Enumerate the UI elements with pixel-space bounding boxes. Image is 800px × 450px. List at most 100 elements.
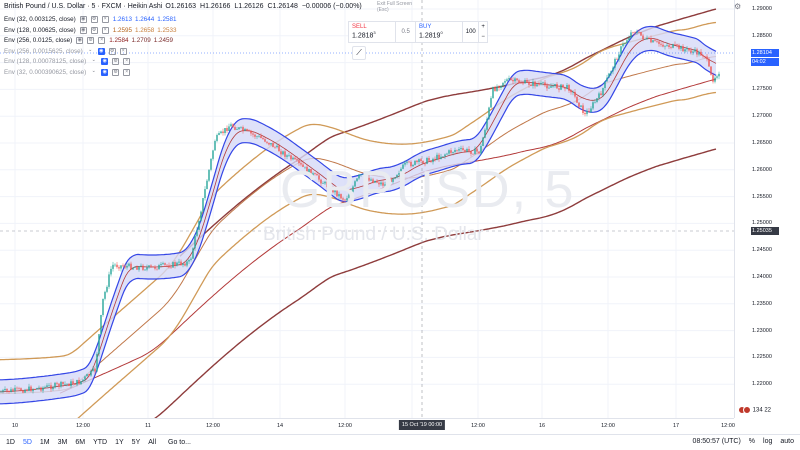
candle-body (352, 186, 354, 192)
candle-body (540, 82, 542, 85)
eye-icon[interactable]: ◉ (97, 47, 105, 55)
candle-body (258, 135, 260, 137)
candle-body (620, 46, 622, 55)
range-button[interactable]: 5D (22, 439, 32, 446)
x-icon[interactable]: × (101, 26, 109, 34)
candle-body (248, 130, 250, 131)
candle-body (446, 153, 448, 155)
time-tick-label: 12:00 (721, 423, 735, 429)
candle-body (254, 134, 256, 137)
candle-body (454, 150, 456, 152)
clock[interactable]: 08:50:57 (UTC) (692, 438, 741, 445)
range-button[interactable]: 5Y (131, 439, 141, 446)
candle-body (662, 44, 664, 47)
x-icon[interactable]: × (119, 47, 127, 55)
sell-label: SELL (352, 24, 367, 30)
indicator-label: Env (32, 0.003125, close) (4, 16, 76, 23)
x-icon[interactable]: × (98, 37, 106, 44)
events-flags[interactable]: 134 22 (738, 406, 771, 414)
auto-toggle[interactable]: auto (780, 438, 794, 445)
indicator-legend-row[interactable]: Env (256, 0.0015625, close) ⌄ ◉ ⚙ × (4, 46, 127, 55)
indicator-legend-row[interactable]: Env (256, 0.0125, close) ◉ ⚙ × 1.2584 1.2709 1… (4, 37, 176, 44)
indicator-legend-row[interactable]: Env (32, 0.003125, close) ◉ ⚙ × 1.2613 1.2644… (4, 16, 180, 23)
price-chart[interactable] (0, 0, 734, 418)
indicator-legend-row[interactable]: Env (128, 0.00625, close) ◉ ⚙ × 1.2595 1.2658… (4, 26, 180, 34)
range-button[interactable]: 3M (57, 439, 68, 446)
indicator-legend-row[interactable]: Env (32, 0.000390625, close) ⌄ ◉ ⚙ × (4, 67, 131, 76)
gear-icon[interactable]: ⚙ (108, 47, 116, 55)
range-button[interactable]: 1M (39, 439, 50, 446)
eye-icon[interactable]: ◉ (76, 37, 84, 44)
candle-body (706, 56, 708, 60)
range-button[interactable]: All (148, 439, 157, 446)
candle-body (346, 198, 348, 201)
quantity-stepper[interactable]: + − (479, 22, 487, 42)
gear-icon[interactable]: ⚙ (90, 16, 98, 23)
percent-toggle[interactable]: % (748, 438, 756, 445)
candle-body (440, 156, 442, 159)
range-button[interactable]: YTD (93, 439, 108, 446)
chevron-down-icon[interactable]: ⌄ (88, 46, 93, 53)
candle-body (406, 161, 408, 163)
gear-icon[interactable]: ⚙ (112, 68, 120, 76)
gear-icon[interactable]: ⚙ (734, 2, 742, 11)
ruler-icon[interactable]: ⟋ (352, 46, 366, 60)
buy-button[interactable]: BUY 1.28190 (416, 22, 464, 42)
candle-body (456, 150, 458, 151)
candle-body (322, 183, 324, 184)
gear-icon[interactable]: ⚙ (87, 37, 95, 44)
candle-body (712, 74, 714, 82)
chevron-down-icon[interactable]: ⌄ (91, 57, 96, 63)
plus-icon[interactable]: + (481, 24, 485, 30)
candle-body (334, 190, 336, 193)
candle-body (704, 56, 706, 57)
change-value: −0.00006 (−0.00%) (301, 3, 362, 10)
candle-body (192, 248, 194, 259)
symbol-title[interactable]: British Pound / U.S. Dollar · 5 · FXCM ·… (4, 3, 163, 10)
candle-body (24, 389, 26, 393)
x-icon[interactable]: × (101, 16, 109, 23)
candle-body (82, 379, 84, 382)
eye-icon[interactable]: ◉ (79, 26, 87, 34)
watermark-name: British Pound / U.S. Dollar (263, 224, 484, 245)
time-axis[interactable] (0, 418, 734, 434)
candle-body (588, 110, 590, 113)
eye-icon[interactable]: ◉ (101, 68, 109, 76)
log-toggle[interactable]: log (763, 438, 773, 445)
goto-button[interactable]: Go to... (168, 439, 191, 446)
candle-body (572, 91, 574, 93)
minus-icon[interactable]: − (481, 34, 485, 40)
exit-fullscreen-hint[interactable]: Exit Full Screen (Esc) (377, 1, 412, 13)
range-button[interactable]: 1Y (115, 439, 124, 446)
x-icon[interactable]: × (123, 58, 131, 65)
candle-body (398, 173, 400, 175)
candle-body (34, 389, 36, 390)
candle-body (716, 76, 718, 78)
quantity-input[interactable]: 100 (463, 22, 480, 42)
x-icon[interactable]: × (123, 68, 131, 76)
eye-icon[interactable]: ◉ (79, 16, 87, 23)
sell-button[interactable]: SELL 1.28183 (349, 22, 397, 42)
candle-body (624, 43, 626, 44)
candle-body (514, 78, 516, 82)
price-tick-label: 1.23000 (752, 327, 772, 334)
price-axis[interactable] (734, 0, 800, 418)
symbol-legend[interactable]: British Pound / U.S. Dollar · 5 · FXCM ·… (4, 3, 364, 10)
chevron-down-icon[interactable]: ⌄ (91, 67, 96, 74)
candle-body (370, 179, 372, 181)
candle-body (290, 155, 292, 160)
candle-body (194, 235, 196, 249)
candle-body (186, 261, 188, 266)
candle-body (136, 266, 138, 270)
candle-body (356, 178, 358, 182)
range-button[interactable]: 6M (75, 439, 86, 446)
range-button[interactable]: 1D (6, 439, 15, 446)
gear-icon[interactable]: ⚙ (112, 58, 120, 65)
gear-icon[interactable]: ⚙ (90, 26, 98, 34)
candle-body (56, 382, 58, 384)
candle-body (110, 268, 112, 275)
eye-icon[interactable]: ◉ (101, 58, 109, 65)
candle-body (612, 67, 614, 72)
candle-body (80, 381, 82, 385)
indicator-legend-row[interactable]: Env (128, 0.00078125, close) ⌄ ◉ ⚙ × (4, 57, 131, 65)
